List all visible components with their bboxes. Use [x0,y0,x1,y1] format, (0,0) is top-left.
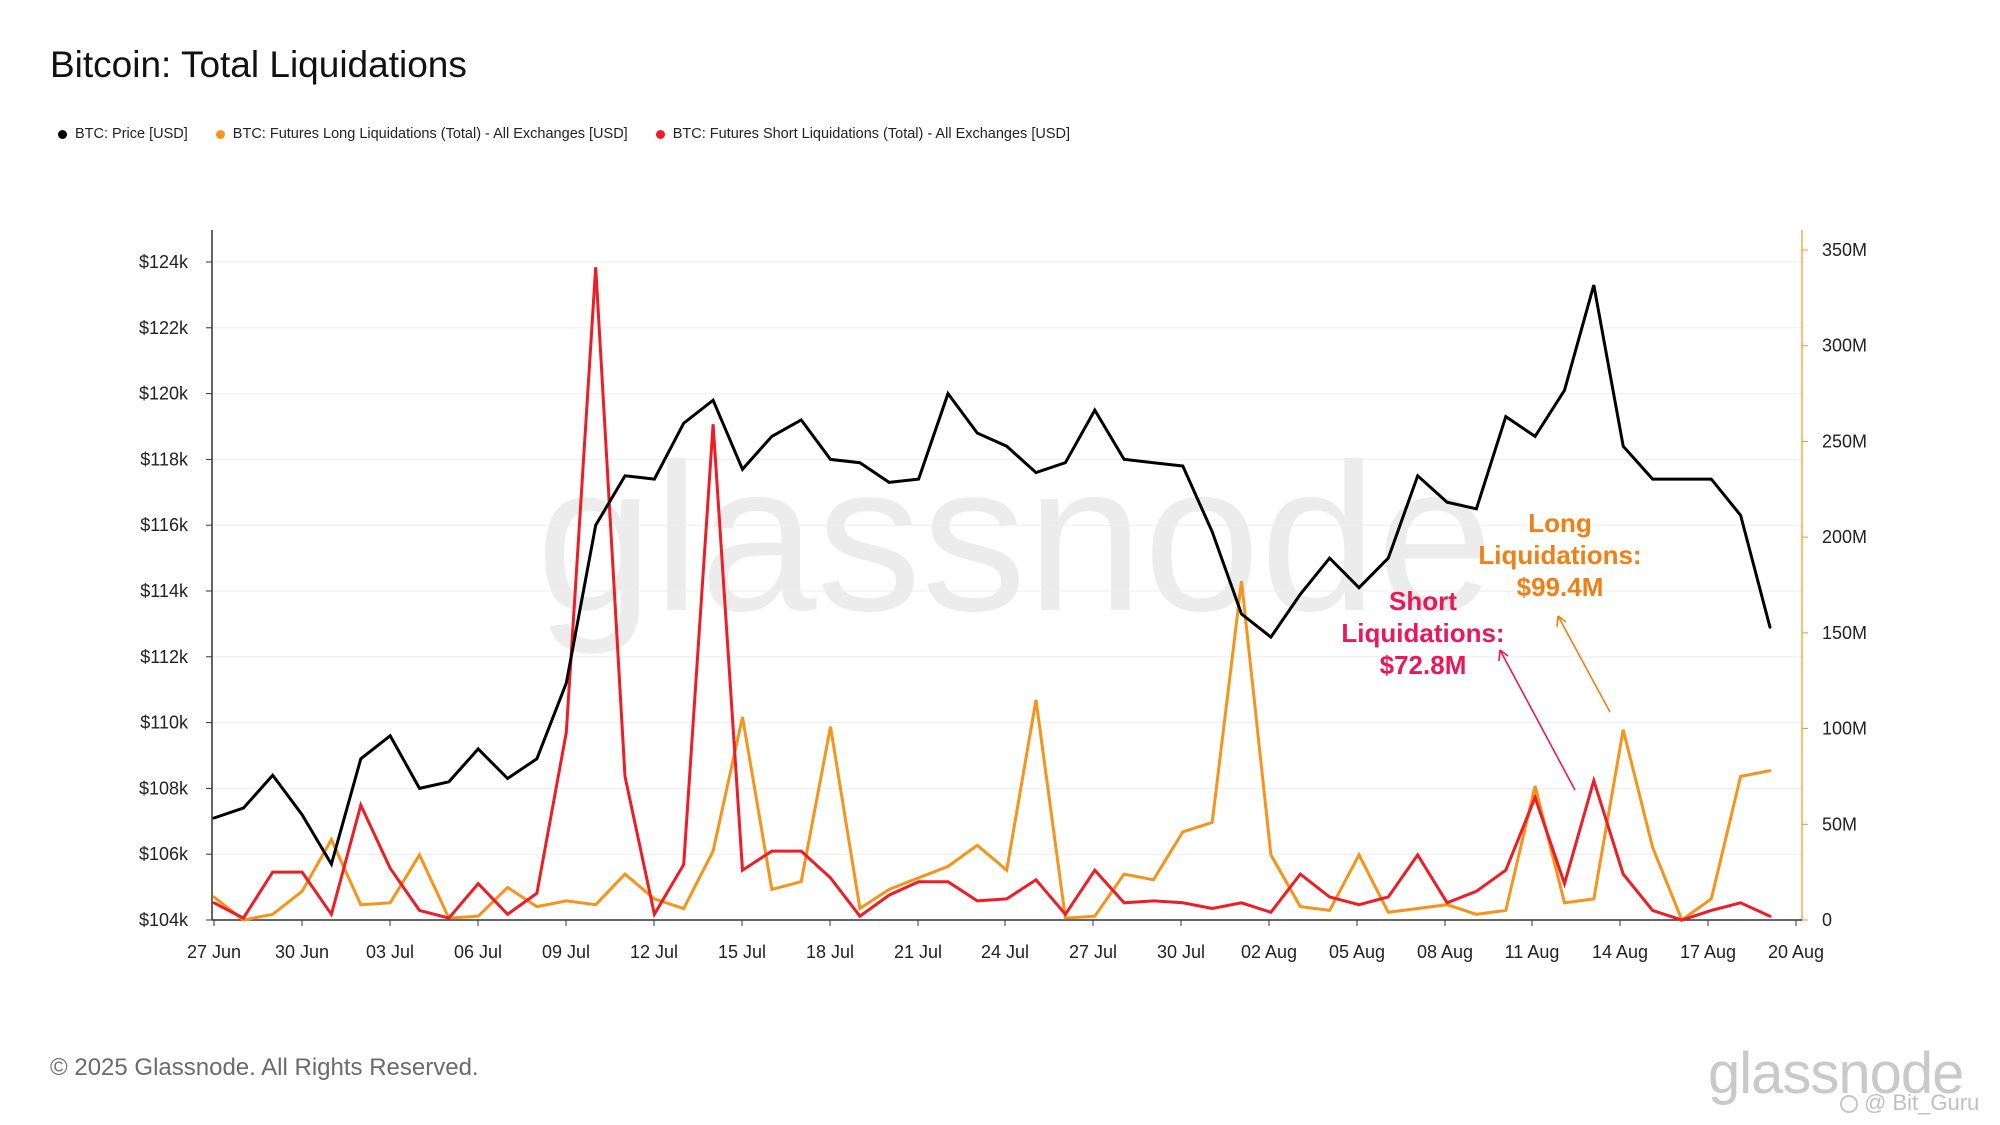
y-left-tick-label: $124k [139,252,189,272]
x-tick-label: 17 Aug [1680,942,1736,962]
y-left-tick-label: $116k [140,515,189,535]
x-tick-label: 02 Aug [1241,942,1297,962]
short-arrow-head [1498,649,1509,662]
legend-dot-price [58,129,67,139]
credit-text: @ Bit_Guru [1864,1090,1980,1115]
annotation-arrows [1498,615,1611,791]
y-right-ticks: 0 50M 100M 150M 200M 250M 300M 350M [1802,240,1867,930]
short-annotation-line1: Short [1389,586,1457,616]
y-left-tick-label: $112k [140,647,189,667]
long-annotation-line3: $99.4M [1517,572,1604,602]
long-annotation-line1: Long [1528,508,1592,538]
legend-item-price[interactable]: BTC: Price [USD] [58,126,188,142]
y-right-tick-label: 0 [1822,910,1832,930]
credit-icon [1840,1095,1858,1114]
legend-item-short[interactable]: BTC: Futures Short Liquidations (Total) … [655,126,1071,142]
copyright-footer: © 2025 Glassnode. All Rights Reserved. [50,1054,479,1081]
y-right-tick-label: 200M [1822,527,1867,547]
x-tick-label: 05 Aug [1329,942,1385,962]
y-right-tick-label: 100M [1822,719,1867,739]
y-left-tick-label: $110k [140,713,189,733]
y-left-tick-label: $114k [140,581,189,601]
x-tick-label: 18 Jul [806,942,854,962]
short-annotation: Short Liquidations: $72.8M [1341,586,1504,680]
x-tick-label: 03 Jul [366,942,414,962]
chart-title: Bitcoin: Total Liquidations [50,44,467,85]
y-right-tick-label: 300M [1822,336,1867,356]
short-liquidations-line [212,267,1772,922]
y-left-ticks: $104k $106k $108k $110k $112k $114k $116k $118k… [139,252,212,930]
x-tick-label: 09 Jul [542,942,590,962]
x-tick-label: 11 Aug [1505,942,1560,962]
x-ticks: 27 Jun 30 Jun 03 Jul 06 Jul 09 Jul 12 Jul 15 J… [187,920,1824,962]
y-left-tick-label: $108k [139,778,189,798]
long-liquidations-line [212,581,1772,923]
y-left-tick-label: $104k [139,910,189,930]
legend-label-price: BTC: Price [USD] [75,126,188,142]
x-tick-label: 15 Jul [718,942,766,962]
axes [211,230,1803,921]
long-annotation-line2: Liquidations: [1478,540,1641,570]
x-tick-label: 12 Jul [630,942,678,962]
long-arrow-line [1557,615,1611,713]
y-right-tick-label: 250M [1822,431,1867,451]
legend-item-long[interactable]: BTC: Futures Long Liquidations (Total) -… [215,126,628,142]
x-tick-label: 30 Jun [275,942,329,962]
y-right-tick-label: 150M [1822,623,1867,643]
y-left-tick-label: $120k [139,384,189,404]
series-group [212,267,1772,923]
price-line [212,284,1772,868]
short-annotation-line3: $72.8M [1380,650,1467,680]
x-tick-label: 14 Aug [1592,942,1648,962]
legend-label-long: BTC: Futures Long Liquidations (Total) -… [232,126,628,142]
y-left-tick-label: $118k [140,449,189,469]
x-tick-label: 06 Jul [454,942,502,962]
x-tick-label: 30 Jul [1157,942,1205,962]
x-tick-label: 27 Jul [1069,942,1117,962]
x-tick-label: 20 Aug [1768,942,1824,962]
y-left-tick-label: $122k [139,318,189,338]
legend-dot-short [655,129,665,139]
x-tick-label: 24 Jul [981,942,1029,962]
long-annotation: Long Liquidations: $99.4M [1478,508,1641,602]
x-tick-label: 27 Jun [187,942,241,962]
y-right-tick-label: 350M [1822,240,1867,260]
legend-dot-long [215,129,225,139]
x-tick-label: 21 Jul [894,942,942,962]
y-right-tick-label: 50M [1822,814,1857,834]
short-arrow-line [1499,649,1576,791]
legend: BTC: Price [USD] BTC: Futures Long Liqui… [58,126,1070,142]
y-left-tick-label: $106k [139,844,189,864]
credit-watermark: @ Bit_Guru [1840,1090,1979,1116]
legend-label-short: BTC: Futures Short Liquidations (Total) … [672,126,1071,142]
short-annotation-line2: Liquidations: [1341,618,1504,648]
x-tick-label: 08 Aug [1417,942,1473,962]
brand-logo: glassnode [1708,1041,1964,1106]
long-arrow-head [1556,615,1567,628]
